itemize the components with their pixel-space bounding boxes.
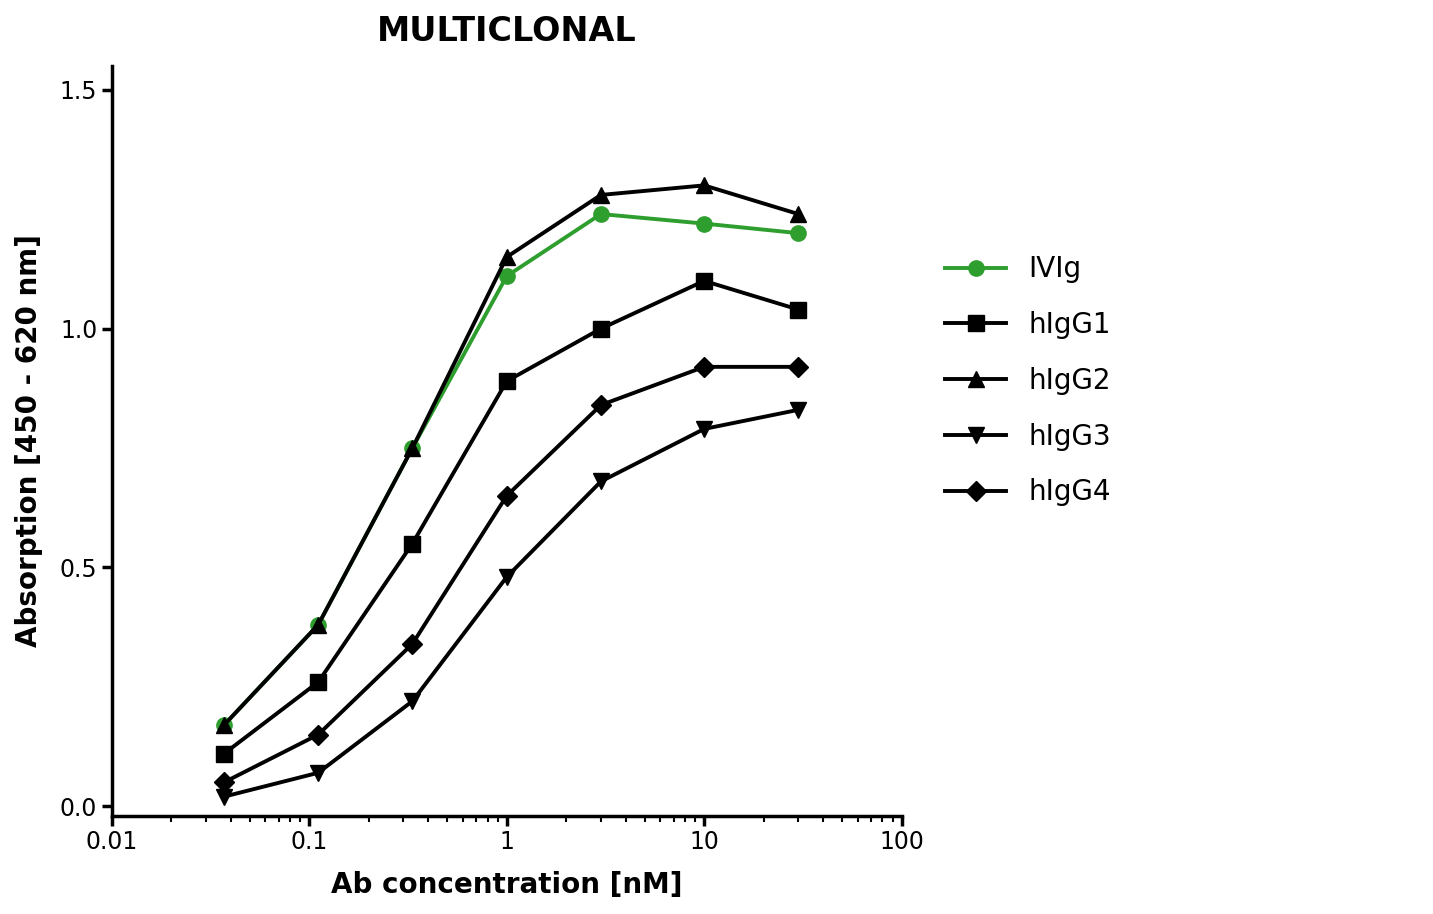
hIgG4: [790, 361, 807, 372]
hIgG3: [404, 696, 421, 707]
hIgG1: [790, 304, 807, 315]
hIgG1: [310, 676, 327, 687]
hIgG3: [695, 423, 712, 434]
X-axis label: Ab concentration [nM]: Ab concentration [nM]: [331, 871, 682, 899]
hIgG4: [695, 361, 712, 372]
Line: hIgG2: hIgG2: [216, 177, 805, 733]
IVIg: [592, 208, 609, 219]
IVIg: [499, 271, 516, 282]
hIgG4: [404, 638, 421, 649]
hIgG1: [215, 749, 232, 760]
Line: IVIg: IVIg: [216, 207, 805, 733]
IVIg: [790, 228, 807, 239]
hIgG3: [592, 476, 609, 487]
hIgG2: [310, 620, 327, 631]
Line: hIgG1: hIgG1: [216, 273, 805, 761]
hIgG1: [404, 538, 421, 549]
hIgG1: [592, 324, 609, 335]
IVIg: [695, 218, 712, 229]
hIgG2: [404, 442, 421, 453]
hIgG2: [592, 189, 609, 200]
hIgG2: [790, 208, 807, 219]
hIgG2: [499, 251, 516, 262]
hIgG2: [695, 180, 712, 191]
hIgG1: [499, 376, 516, 387]
hIgG3: [790, 404, 807, 415]
IVIg: [310, 620, 327, 631]
IVIg: [404, 442, 421, 453]
hIgG3: [310, 767, 327, 778]
hIgG4: [215, 777, 232, 788]
IVIg: [215, 719, 232, 730]
hIgG4: [592, 399, 609, 410]
hIgG2: [215, 719, 232, 730]
hIgG3: [499, 571, 516, 582]
Legend: IVIg, hIgG1, hIgG2, hIgG3, hIgG4: IVIg, hIgG1, hIgG2, hIgG3, hIgG4: [931, 241, 1125, 520]
hIgG1: [695, 275, 712, 286]
Title: MULTICLONAL: MULTICLONAL: [377, 15, 636, 48]
hIgG3: [215, 792, 232, 802]
hIgG4: [499, 490, 516, 501]
hIgG4: [310, 729, 327, 740]
Line: hIgG3: hIgG3: [216, 402, 805, 804]
Line: hIgG4: hIgG4: [218, 360, 805, 790]
Y-axis label: Absorption [450 - 620 nm]: Absorption [450 - 620 nm]: [14, 234, 43, 647]
